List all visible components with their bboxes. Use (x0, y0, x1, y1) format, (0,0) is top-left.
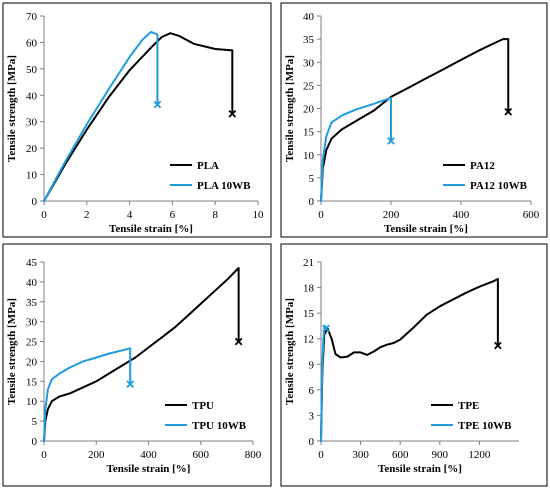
panel-frame (280, 2, 548, 238)
x-tick-label: 0 (41, 449, 47, 461)
x-tick-label: 600 (193, 449, 210, 461)
legend-label-pa12-10wb: PA12 10WB (470, 180, 528, 192)
x-axis-title: Tensile strain [%] (384, 223, 468, 235)
x-axis-title: Tensile strain [%] (109, 223, 193, 235)
x-axis-title: Tensile strain [%] (107, 463, 191, 475)
x-tick-label: 600 (523, 209, 540, 221)
x-tick-label: 200 (383, 209, 400, 221)
panel-pla: 0 10 20 30 40 50 60 70 0 2 4 6 8 10 Tensile strain [%]… (2, 2, 272, 238)
y-tick-label: 9 (309, 359, 315, 371)
series-line-pla-10wb (43, 30, 159, 202)
panel-tpe: 0 3 6 9 12 15 18 21 0 300 600 900 1200 Tensile strain… (280, 243, 548, 487)
y-tick-label: 60 (26, 37, 38, 49)
x-tick-label: 300 (352, 449, 369, 461)
break-marker-tpe (494, 341, 502, 350)
y-tick-label: 50 (26, 64, 38, 76)
y-tick-label: 30 (26, 117, 38, 129)
y-tick-label: 70 (26, 11, 38, 23)
x-tick-label: 2 (84, 209, 90, 221)
series-line-pa12-10wb (320, 96, 392, 202)
y-tick-label: 20 (303, 104, 315, 116)
break-marker-pla-10wb (153, 100, 162, 109)
legend-label-pa12: PA12 (470, 160, 495, 172)
legend-label-pla: PLA (197, 160, 219, 172)
y-tick-label: 6 (309, 385, 315, 397)
y-tick-label: 21 (303, 257, 314, 269)
y-tick-label: 20 (26, 356, 38, 368)
y-tick-label: 45 (26, 257, 38, 269)
x-tick-label: 900 (432, 449, 449, 461)
y-tick-label: 10 (26, 396, 38, 408)
x-tick-label: 0 (318, 209, 324, 221)
break-marker-tpu (234, 337, 243, 346)
y-tick-label: 10 (26, 170, 38, 182)
break-marker-tpu-10wb (126, 380, 135, 388)
break-marker-pla (228, 109, 237, 118)
y-axis-title: Tensile strength [MPa] (284, 55, 296, 162)
x-tick-label: 1200 (468, 449, 491, 461)
legend-label-tpu-10wb: TPU 10WB (192, 420, 247, 432)
panel-frame (280, 243, 548, 487)
break-marker-pa12-10wb (387, 137, 395, 145)
x-tick-label: 400 (453, 209, 470, 221)
y-axis-title: Tensile strength [MPa] (6, 55, 18, 162)
x-axis-title: Tensile strain [%] (378, 463, 462, 475)
y-tick-label: 25 (303, 80, 315, 92)
legend-label-tpe-10wb: TPE 10WB (458, 420, 512, 432)
y-tick-label: 10 (303, 150, 315, 162)
break-marker-tpe-10wb (322, 324, 330, 333)
y-tick-label: 0 (32, 436, 38, 448)
y-tick-label: 40 (303, 11, 315, 23)
x-tick-label: 6 (170, 209, 176, 221)
y-tick-label: 5 (309, 173, 315, 185)
y-tick-label: 18 (303, 283, 315, 295)
x-tick-label: 800 (245, 449, 262, 461)
x-tick-label: 8 (212, 209, 218, 221)
y-tick-label: 30 (26, 317, 38, 329)
legend-label-tpu: TPU (192, 400, 214, 412)
panel-frame (2, 243, 272, 487)
y-axis-title: Tensile strength [MPa] (6, 298, 18, 405)
series-line-tpu-10wb (43, 347, 132, 442)
y-tick-label: 40 (26, 277, 38, 289)
y-tick-label: 3 (309, 410, 315, 422)
series-line-pa12 (320, 38, 510, 202)
legend-label-tpe: TPE (458, 400, 479, 412)
y-tick-label: 35 (26, 297, 38, 309)
x-tick-label: 600 (392, 449, 409, 461)
x-tick-label: 10 (253, 209, 265, 221)
series-line-pla (43, 32, 234, 202)
x-tick-label: 0 (41, 209, 47, 221)
y-tick-label: 0 (309, 436, 315, 448)
y-tick-label: 40 (26, 90, 38, 102)
y-tick-label: 15 (303, 127, 315, 139)
y-tick-label: 25 (26, 337, 38, 349)
y-axis-title: Tensile strength [MPa] (284, 298, 296, 405)
y-tick-label: 0 (32, 196, 38, 208)
legend-label-pla-10wb: PLA 10WB (197, 180, 251, 192)
y-tick-label: 15 (303, 308, 315, 320)
panel-frame (2, 2, 272, 238)
x-tick-label: 400 (140, 449, 157, 461)
x-tick-label: 4 (127, 209, 133, 221)
series-line-tpu (43, 267, 240, 442)
y-tick-label: 30 (303, 57, 315, 69)
series-line-tpe (320, 278, 499, 442)
panel-tpu: 0 5 10 15 20 25 30 35 40 45 0 200 400 600 800 Tensile s… (2, 243, 272, 487)
y-tick-label: 12 (303, 334, 314, 346)
x-tick-label: 200 (88, 449, 105, 461)
y-tick-label: 35 (303, 34, 315, 46)
y-tick-label: 20 (26, 143, 38, 155)
y-tick-label: 5 (32, 416, 38, 428)
break-marker-pa12 (504, 107, 513, 116)
x-tick-label: 0 (318, 449, 324, 461)
y-tick-label: 15 (26, 376, 38, 388)
y-tick-label: 0 (309, 196, 315, 208)
